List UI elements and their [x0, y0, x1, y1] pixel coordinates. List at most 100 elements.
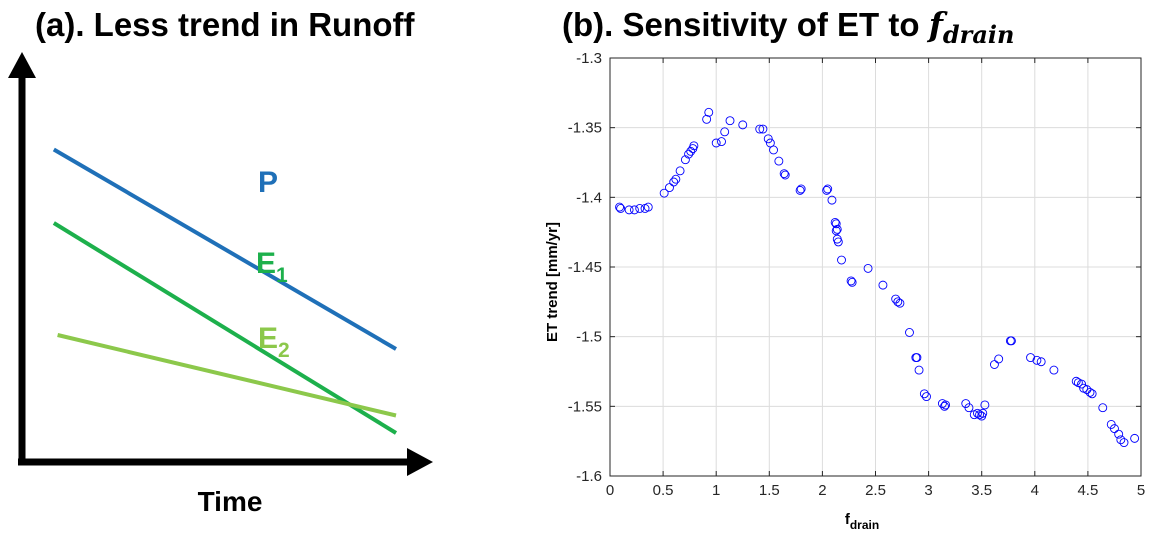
- scatter-point: [833, 237, 843, 247]
- scatter-point: [978, 408, 988, 418]
- x-tick-label: 4: [1031, 482, 1039, 499]
- scatter-point: [1085, 387, 1095, 397]
- panel-a-title: (a). Less trend in Runoff: [35, 6, 416, 43]
- scatter-point: [914, 365, 924, 375]
- scatter-point: [686, 146, 696, 156]
- x-tick-label: 2.5: [865, 482, 886, 499]
- scatter-point: [763, 134, 773, 144]
- scatter-point: [846, 276, 856, 286]
- scatter-point: [989, 360, 999, 369]
- scatter-point: [758, 124, 768, 134]
- scatter-point: [1071, 376, 1081, 386]
- y-tick-label: -1.55: [568, 398, 602, 415]
- scatter-point: [994, 354, 1004, 364]
- x-tick-label: 0: [606, 482, 614, 499]
- scatter-point: [795, 185, 805, 195]
- scatter-point: [1032, 355, 1042, 365]
- scatter-point: [675, 166, 685, 176]
- scatter-point: [671, 174, 681, 184]
- scatter-point: [659, 188, 669, 198]
- scatter-point: [893, 297, 903, 307]
- x-tick-label: 4.5: [1077, 482, 1098, 499]
- scatter-point: [827, 195, 837, 205]
- scatter-point: [823, 184, 833, 194]
- scatter-point: [755, 124, 765, 134]
- scatter-point: [669, 177, 679, 187]
- scatter-point: [702, 114, 712, 124]
- scatter-point: [1098, 403, 1108, 413]
- scatter-point: [738, 120, 748, 130]
- series-line-e2: [57, 333, 397, 418]
- scatter-point: [831, 219, 841, 229]
- scatter-point: [665, 183, 674, 193]
- scatter-point: [779, 169, 789, 179]
- x-tick-label: 3.5: [971, 482, 992, 499]
- panel-b-y-axis-label: ET trend [mm/yr]: [544, 222, 561, 342]
- scatter-point: [615, 202, 625, 212]
- scatter-point: [1006, 336, 1016, 346]
- scatter-point: [717, 137, 726, 147]
- scatter-point: [680, 155, 690, 165]
- scatter-point: [1049, 365, 1059, 375]
- scatter-point: [847, 277, 857, 287]
- scatter-point: [830, 217, 840, 227]
- scatter-point: [1087, 389, 1097, 399]
- scatter-point: [1114, 429, 1124, 439]
- scatter-point: [832, 224, 842, 234]
- scatter-point: [940, 401, 949, 411]
- series-label-e1: E1: [256, 247, 288, 287]
- panel-b: (b). Sensitivity of ET to fdrain 0 0.5 1 1.…: [544, 5, 1145, 532]
- scatter-point: [1130, 433, 1140, 443]
- y-tick-label: -1.45: [568, 259, 602, 276]
- scatter-point: [905, 328, 914, 337]
- panel-a-x-axis-label: Time: [198, 486, 263, 517]
- scatter-point: [941, 400, 951, 410]
- y-tick-label: -1.5: [576, 329, 602, 346]
- scatter-point: [1116, 435, 1126, 445]
- scatter-point: [912, 353, 922, 363]
- series-line-e1: [52, 221, 398, 435]
- scatter-point: [1026, 353, 1036, 363]
- scatter-point: [895, 298, 905, 308]
- panel-b-grid: [609, 57, 1142, 477]
- scatter-point: [919, 389, 929, 399]
- panel-b-ticks: 0 0.5 1 1.5 2 2.5 3 3.5 4 4.5 5 -1.6 -1.55 -1.5 -1.45 -…: [568, 50, 1145, 499]
- scatter-point: [635, 204, 645, 213]
- x-tick-label: 1.5: [759, 482, 780, 499]
- scatter-point: [711, 138, 721, 148]
- y-tick-label: -1.4: [576, 189, 602, 206]
- scatter-point: [720, 127, 730, 137]
- y-tick-label: -1.35: [568, 120, 602, 137]
- x-tick-label: 0.5: [653, 482, 674, 499]
- scatter-point: [643, 202, 653, 212]
- panel-a: (a). Less trend in Runoff Time P E1 E2: [8, 6, 433, 517]
- scatter-point: [1036, 357, 1046, 367]
- series-label-e2: E2: [258, 322, 290, 362]
- x-tick-label: 5: [1137, 482, 1145, 499]
- panel-b-title: (b). Sensitivity of ET to fdrain: [562, 5, 1014, 49]
- scatter-point: [831, 226, 841, 236]
- scatter-point: [796, 184, 806, 194]
- scatter-point: [964, 403, 974, 413]
- scatter-point: [780, 170, 790, 180]
- panel-b-x-axis-label: fdrain: [845, 511, 879, 532]
- scatter-point: [616, 204, 626, 213]
- panel-a-x-arrowhead: [407, 448, 433, 476]
- scatter-point: [629, 205, 639, 215]
- x-tick-label: 3: [924, 482, 932, 499]
- panel-a-y-arrowhead: [8, 52, 36, 78]
- scatter-point: [1109, 424, 1119, 434]
- scatter-point: [863, 263, 873, 273]
- scatter-point: [769, 145, 778, 155]
- scatter-point: [704, 107, 714, 117]
- series-label-p: P: [258, 166, 278, 199]
- scatter-point: [1077, 379, 1086, 389]
- y-tick-label: -1.3: [576, 50, 602, 67]
- series-line-p: [52, 147, 398, 351]
- scatter-point: [922, 392, 931, 402]
- scatter-point: [822, 185, 832, 195]
- scatter-point: [624, 205, 634, 215]
- scatter-point: [774, 156, 784, 166]
- scatter-point: [1119, 438, 1129, 448]
